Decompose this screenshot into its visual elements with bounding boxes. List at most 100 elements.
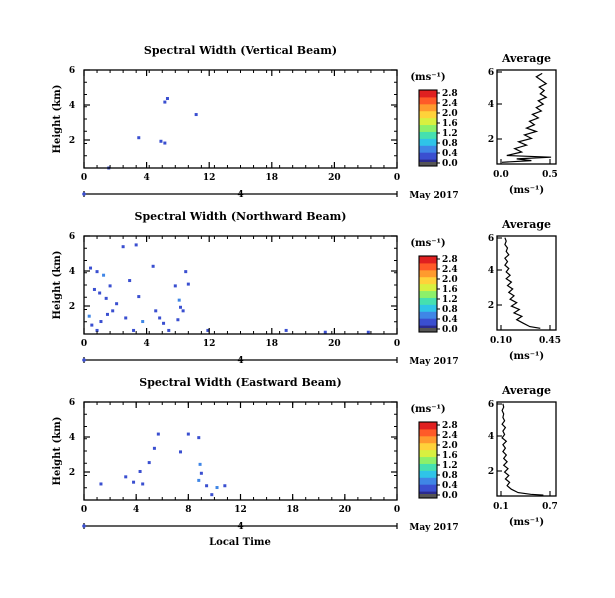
colorbar-tick-label: 2.8: [442, 255, 458, 265]
x-tick-label: 4: [133, 505, 139, 515]
colorbar-frame: [418, 255, 438, 333]
colorbar-segment: [419, 269, 437, 278]
average-title: Average: [501, 52, 551, 65]
data-cell: [162, 321, 166, 325]
colorbar-tick-label: 2.0: [442, 109, 458, 119]
colorbar-segment: [419, 449, 437, 458]
colorbar-frame: [418, 421, 438, 499]
colorbar-segment: [419, 422, 437, 430]
data-cell: [132, 328, 136, 332]
y-tick-label: 6: [69, 66, 75, 76]
data-cell: [115, 302, 119, 306]
colorbar-under: [419, 494, 437, 498]
data-cell: [186, 432, 190, 436]
data-cell: [104, 296, 108, 300]
data-cell: [179, 450, 183, 454]
data-cell: [179, 305, 183, 309]
x-tick-label: 12: [234, 505, 247, 515]
date-bar-marker: [82, 358, 86, 362]
data-cell: [138, 469, 142, 473]
average-title: Average: [501, 384, 551, 397]
panel-title: Spectral Width (Northward Beam): [135, 210, 347, 223]
average-frame: [496, 235, 557, 331]
average-x-label: (ms⁻¹): [509, 517, 544, 528]
data-cell: [173, 284, 177, 288]
colorbar-segment: [419, 256, 437, 264]
colorbar-segment: [419, 90, 437, 98]
average-x-label: (ms⁻¹): [509, 185, 544, 196]
average-y-tick-label: 6: [488, 400, 494, 410]
data-cell: [159, 139, 163, 143]
average-x-tick-label: 0.7: [542, 502, 558, 512]
average-y-tick-label: 6: [488, 234, 494, 244]
colorbar-unit: (ms⁻¹): [410, 404, 445, 415]
average-y-tick-label: 2: [488, 135, 494, 145]
data-cell: [147, 461, 151, 465]
data-cell: [165, 97, 169, 101]
x-tick-label: 0: [81, 173, 87, 183]
colorbar-tick-label: 1.2: [442, 129, 458, 139]
average-y-tick-label: 2: [488, 467, 494, 477]
colorbar-segment: [419, 276, 437, 285]
colorbar-tick-label: 1.6: [442, 285, 458, 295]
colorbar-tick-label: 1.6: [442, 119, 458, 129]
data-cell: [124, 475, 128, 479]
colorbar-frame: [418, 89, 438, 167]
y-tick-label: 6: [69, 232, 75, 242]
panel-2: Spectral Width (Eastward Beam)0 4 8 12 18 20 0…: [52, 376, 558, 548]
data-cell: [206, 328, 210, 332]
data-cell: [366, 330, 370, 334]
colorbar-segment: [419, 435, 437, 444]
panel-0: Spectral Width (Vertical Beam) 0 4 12 18 20 0 2…: [52, 44, 558, 201]
colorbar-tick-label: 1.2: [442, 461, 458, 471]
x-tick-label: 20: [339, 505, 352, 515]
colorbar-tick-label: 0.4: [442, 481, 458, 491]
colorbar-tick-label: 2.8: [442, 89, 458, 99]
x-tick-label: 0: [81, 339, 87, 349]
data-cell: [92, 287, 96, 291]
colorbar-segment: [419, 283, 437, 292]
data-cell: [181, 309, 185, 313]
x-axis-label: Local Time: [209, 537, 271, 548]
data-cell: [186, 282, 190, 286]
colorbar-segment: [419, 96, 437, 105]
x-tick-label: 12: [203, 173, 216, 183]
colorbar-segment: [419, 117, 437, 126]
average-x-tick-label: 0.5: [542, 170, 558, 180]
data-cell: [89, 266, 93, 270]
average-frame: [496, 69, 557, 165]
average-x-tick-label: 0.10: [490, 336, 512, 346]
data-cell: [177, 298, 181, 302]
average-y-tick-label: 4: [488, 100, 494, 110]
x-tick-label: 12: [203, 339, 216, 349]
data-cell: [137, 136, 141, 140]
colorbar-segment: [419, 103, 437, 112]
average-y-tick-label: 2: [488, 301, 494, 311]
panel-title: Spectral Width (Vertical Beam): [144, 44, 337, 57]
colorbar-segment: [419, 477, 437, 485]
y-tick-label: 2: [69, 468, 75, 478]
x-tick-label: 4: [143, 173, 149, 183]
y-tick-label: 2: [69, 136, 75, 146]
data-cell: [184, 270, 188, 274]
data-cell: [95, 270, 99, 274]
data-cell: [194, 113, 198, 117]
y-axis-label: Height (km): [52, 417, 63, 486]
colorbar-tick-label: 2.8: [442, 421, 458, 431]
x-tick-label: 8: [185, 505, 191, 515]
data-cell: [156, 432, 160, 436]
plot-frame: [83, 401, 398, 501]
colorbar-tick-label: 1.6: [442, 451, 458, 461]
colorbar-tick-label: 0.8: [442, 305, 458, 315]
y-axis-label: Height (km): [52, 251, 63, 320]
colorbar-segment: [419, 145, 437, 153]
data-cell: [163, 141, 167, 145]
data-cell: [176, 318, 180, 322]
data-cell: [167, 328, 171, 332]
data-cell: [151, 264, 155, 268]
colorbar-tick-label: 2.4: [442, 265, 458, 275]
colorbar-tick-label: 0.8: [442, 471, 458, 481]
data-cell: [134, 243, 138, 247]
colorbar-segment: [419, 456, 437, 464]
data-cell: [108, 284, 112, 288]
